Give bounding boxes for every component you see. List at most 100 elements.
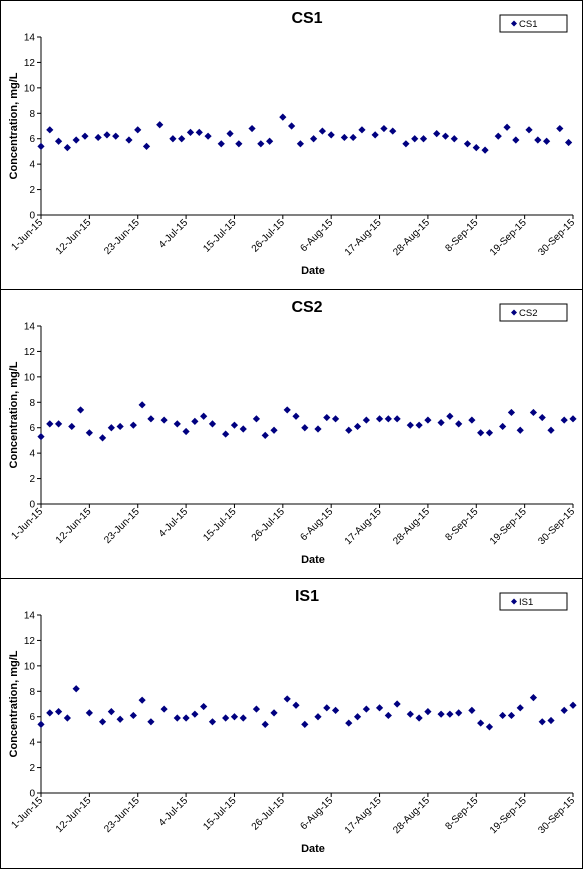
data-point <box>455 420 463 428</box>
data-point <box>384 415 392 423</box>
chart-panel-cs1: CS1 0 2 4 6 8 10 12 14 1-Jun-15 12-Jun-15 23-Jun-15… <box>0 0 583 290</box>
data-point <box>507 408 516 417</box>
data-point <box>54 708 63 716</box>
y-tick-label: 12 <box>24 347 36 358</box>
data-point <box>516 426 524 434</box>
data-point <box>288 122 296 130</box>
x-tick-label: 17-Aug-15 <box>343 795 384 836</box>
data-point <box>160 705 168 713</box>
x-tick-label: 30-Sep-15 <box>536 506 577 547</box>
data-point <box>94 133 102 142</box>
data-point <box>565 138 573 147</box>
data-point <box>349 133 357 142</box>
data-point <box>358 126 366 134</box>
y-tick-label: 10 <box>24 83 36 94</box>
y-tick-label: 8 <box>29 398 35 409</box>
data-point <box>560 706 568 714</box>
data-point <box>433 130 441 138</box>
data-point <box>450 135 458 143</box>
x-tick-label: 6-Aug-15 <box>298 506 335 543</box>
data-point <box>516 704 524 712</box>
data-point <box>208 420 217 428</box>
y-tick-label: 6 <box>29 712 35 723</box>
data-point <box>525 126 533 134</box>
data-point <box>270 709 278 717</box>
data-point <box>46 126 54 134</box>
data-point <box>147 415 155 423</box>
legend-label: CS1 <box>519 19 537 30</box>
x-tick-label: 23-Jun-15 <box>102 506 142 546</box>
x-axis-title: Date <box>301 843 325 855</box>
data-point <box>112 132 120 140</box>
y-tick-label: 14 <box>24 33 36 44</box>
data-point <box>257 140 265 148</box>
data-point <box>384 711 392 720</box>
x-tick-label: 4-Jul-15 <box>157 506 191 540</box>
chart-svg: IS1 0 2 4 6 8 10 12 14 1-Jun-15 12-Jun-15 23-Jun-15… <box>8 588 577 855</box>
x-tick-label: 19-Sep-15 <box>488 217 529 258</box>
legend-box <box>499 14 568 33</box>
data-point <box>529 408 538 417</box>
x-tick-label: 17-Aug-15 <box>343 217 384 258</box>
data-point <box>116 715 124 723</box>
legend: CS2 <box>499 303 568 322</box>
data-point <box>393 415 401 423</box>
data-point <box>98 718 107 726</box>
data-point <box>37 720 45 728</box>
data-point <box>494 132 502 140</box>
data-point <box>441 132 450 140</box>
data-point <box>362 416 370 424</box>
x-tick-label: 8-Sep-15 <box>444 795 481 832</box>
chart-panel-is1: IS1 0 2 4 6 8 10 12 14 1-Jun-15 12-Jun-15 23-Jun-15… <box>0 578 583 869</box>
y-tick-label: 2 <box>29 763 35 774</box>
x-tick-label: 12-Jun-15 <box>54 506 94 546</box>
data-point <box>191 417 199 425</box>
data-point <box>556 124 564 133</box>
x-tick-label: 26-Jul-15 <box>250 506 288 544</box>
x-tick-label: 4-Jul-15 <box>157 217 191 251</box>
data-point <box>266 137 274 145</box>
data-point <box>327 131 335 139</box>
x-tick-label: 28-Aug-15 <box>391 795 432 836</box>
data-point <box>375 704 384 712</box>
y-tick-label: 10 <box>24 661 36 672</box>
legend-box <box>499 592 568 611</box>
chart-svg: CS2 0 2 4 6 8 10 12 14 1-Jun-15 12-Jun-15 23-Jun-15… <box>8 299 577 566</box>
y-tick-label: 12 <box>24 636 36 647</box>
data-point <box>204 132 212 140</box>
y-axis-title: Concentration, mg/L <box>8 361 20 468</box>
data-point <box>72 685 80 693</box>
data-point <box>129 421 137 429</box>
data-point <box>406 421 414 429</box>
data-point <box>331 706 340 714</box>
data-point <box>455 709 463 717</box>
y-tick-label: 4 <box>29 738 35 749</box>
legend-marker <box>511 20 517 27</box>
data-point <box>248 124 256 133</box>
y-tick-label: 2 <box>29 185 35 196</box>
data-point <box>261 720 269 728</box>
x-tick-label: 8-Sep-15 <box>444 217 481 254</box>
data-point <box>63 714 71 722</box>
data-point <box>323 413 331 422</box>
data-point <box>331 415 340 423</box>
data-point <box>301 720 309 728</box>
y-tick-label: 14 <box>24 611 36 622</box>
data-point <box>116 422 124 431</box>
data-point <box>200 412 208 420</box>
y-tick-label: 0 <box>29 500 35 511</box>
y-tick-label: 0 <box>29 211 35 222</box>
data-point <box>477 719 485 727</box>
data-point <box>499 711 507 720</box>
data-point <box>72 136 80 144</box>
data-point <box>191 710 199 718</box>
data-point <box>402 140 410 148</box>
data-point <box>200 702 208 711</box>
data-point <box>415 714 423 722</box>
y-tick-label: 4 <box>29 160 35 171</box>
x-tick-label: 15-Jul-15 <box>201 217 239 255</box>
data-point <box>499 422 507 431</box>
x-tick-label: 6-Aug-15 <box>298 795 335 832</box>
data-point <box>463 140 472 148</box>
data-point <box>125 136 133 144</box>
